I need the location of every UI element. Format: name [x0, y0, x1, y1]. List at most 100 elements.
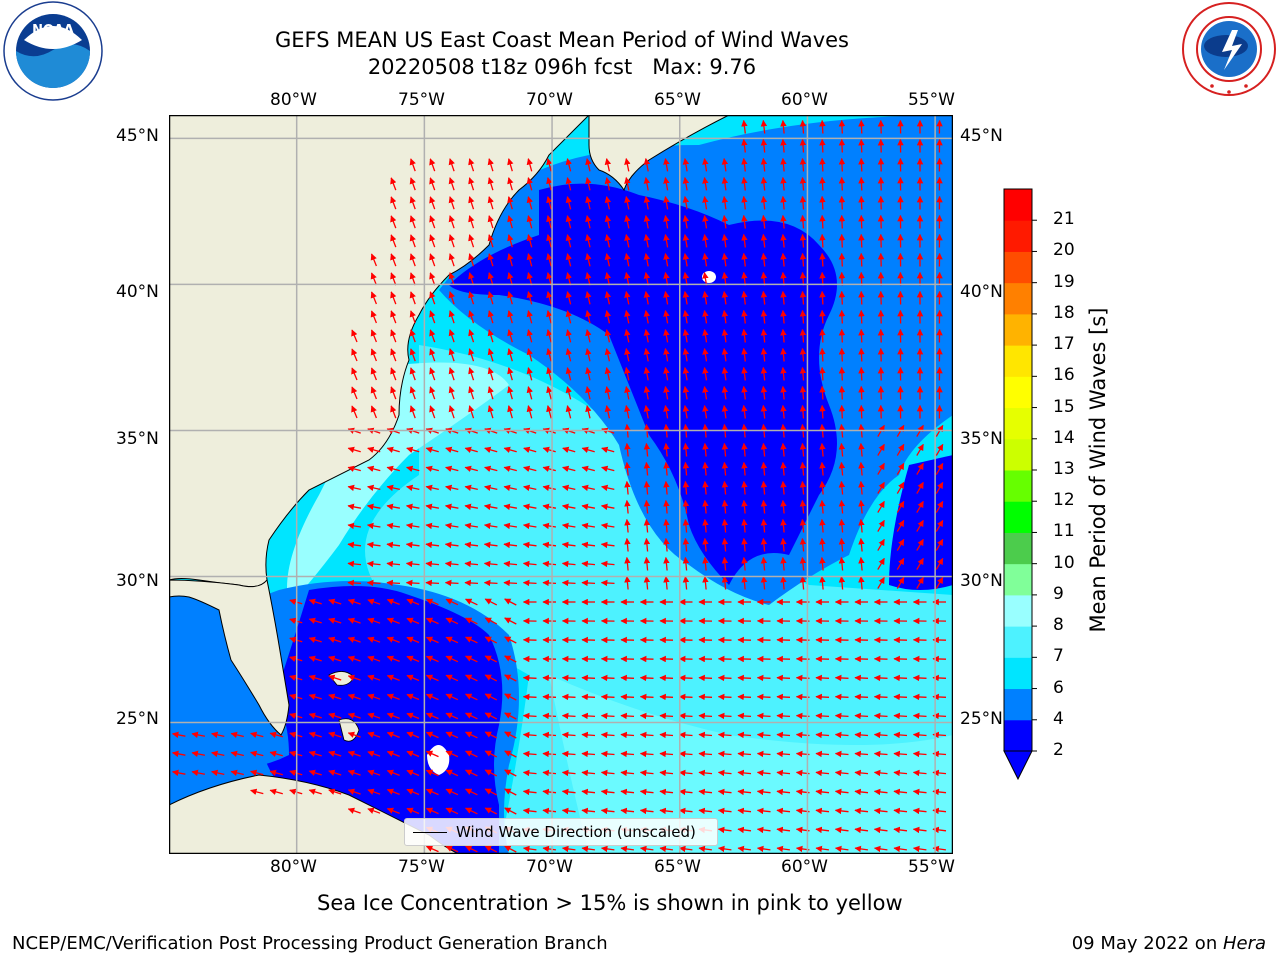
direction-arrow [604, 215, 612, 229]
direction-arrow [504, 674, 517, 682]
direction-arrow [698, 750, 713, 758]
direction-arrow [445, 693, 459, 701]
direction-arrow [896, 500, 905, 513]
direction-arrow [526, 329, 533, 343]
direction-arrow [760, 309, 768, 324]
direction-arrow [776, 826, 791, 834]
direction-arrow [390, 310, 397, 324]
direction-arrow [386, 731, 400, 739]
direction-arrow [487, 253, 494, 267]
direction-arrow [445, 598, 459, 606]
direction-arrow [484, 636, 498, 644]
sea-ice-note: Sea Ice Concentration > 15% is shown in … [317, 891, 903, 915]
direction-arrow [702, 404, 709, 419]
direction-arrow [445, 617, 459, 625]
direction-arrow [838, 556, 846, 571]
direction-arrow [425, 484, 439, 492]
direction-arrow [191, 731, 206, 739]
direction-arrow [386, 750, 400, 758]
footer-machine: Hera [1222, 933, 1266, 954]
direction-arrow [659, 807, 674, 815]
direction-arrow [390, 367, 397, 381]
direction-arrow [858, 119, 865, 134]
direction-arrow [659, 788, 674, 796]
direction-arrow [896, 481, 905, 494]
direction-arrow [776, 674, 791, 682]
direction-arrow [484, 674, 498, 682]
chart-subtitle: 20220508 t18z 096h fcst Max: 9.76 [367, 55, 757, 79]
direction-arrow [561, 807, 576, 815]
direction-arrow [386, 579, 401, 587]
direction-arrow [659, 693, 674, 701]
colorbar-label: Mean Period of Wind Waves [s] [1086, 307, 1110, 633]
colorbar [1003, 188, 1037, 781]
direction-arrow [429, 310, 436, 324]
direction-arrow [643, 461, 651, 476]
direction-arrow [409, 196, 416, 210]
direction-arrow [893, 693, 908, 701]
direction-arrow [390, 234, 397, 248]
direction-arrow [269, 731, 283, 738]
direction-arrow [445, 788, 459, 796]
direction-arrow [409, 329, 416, 343]
direction-arrow [406, 598, 420, 606]
direction-arrow [624, 518, 631, 533]
direction-arrow [741, 556, 748, 571]
direction-arrow [854, 750, 869, 758]
direction-arrow [370, 405, 378, 419]
direction-arrow [858, 157, 865, 172]
direction-arrow [663, 290, 670, 305]
direction-arrow [561, 541, 576, 549]
direction-arrow [643, 499, 651, 514]
direction-arrow [678, 693, 693, 701]
direction-arrow [464, 446, 478, 453]
direction-arrow [682, 233, 690, 248]
direction-arrow [760, 157, 768, 172]
colorbar-segment [1004, 282, 1032, 315]
direction-arrow [503, 484, 517, 492]
direction-arrow [858, 499, 865, 514]
direction-arrow [522, 579, 537, 587]
direction-arrow [429, 272, 436, 286]
colorbar-segment [1004, 626, 1032, 658]
direction-arrow [429, 234, 436, 248]
direction-arrow [799, 157, 807, 172]
direction-arrow [445, 636, 459, 644]
direction-arrow [624, 461, 631, 476]
direction-arrow [503, 560, 518, 568]
direction-arrow [546, 348, 553, 362]
direction-arrow [721, 195, 729, 210]
direction-arrow [678, 769, 693, 777]
colorbar-tick-label: 8 [1053, 615, 1064, 636]
direction-arrow [585, 177, 592, 191]
direction-arrow [328, 750, 342, 757]
direction-arrow [600, 693, 615, 701]
direction-arrow [682, 480, 690, 495]
direction-arrow [347, 693, 361, 700]
direction-arrow [776, 807, 791, 815]
direction-arrow [585, 310, 592, 324]
direction-arrow [542, 522, 557, 530]
direction-arrow [799, 252, 807, 267]
direction-arrow [526, 196, 533, 210]
direction-arrow [504, 845, 517, 853]
direction-arrow [585, 253, 592, 267]
direction-arrow [468, 253, 475, 267]
direction-arrow [468, 310, 475, 324]
direction-arrow [893, 750, 908, 758]
colorbar-tick-label: 9 [1053, 583, 1064, 604]
colorbar-tick-label: 18 [1053, 302, 1075, 323]
direction-arrow [659, 731, 674, 739]
direction-arrow [760, 195, 768, 210]
direction-arrow [561, 788, 576, 796]
direction-arrow [405, 541, 420, 549]
direction-arrow [448, 386, 455, 400]
direction-arrow [585, 329, 592, 343]
direction-arrow [682, 328, 690, 343]
direction-arrow [405, 560, 420, 568]
direction-arrow [526, 291, 533, 305]
direction-arrow [873, 788, 888, 796]
direction-arrow [581, 769, 596, 777]
direction-arrow [838, 271, 846, 286]
lat-tick-left-25n: 25°N [116, 709, 159, 729]
